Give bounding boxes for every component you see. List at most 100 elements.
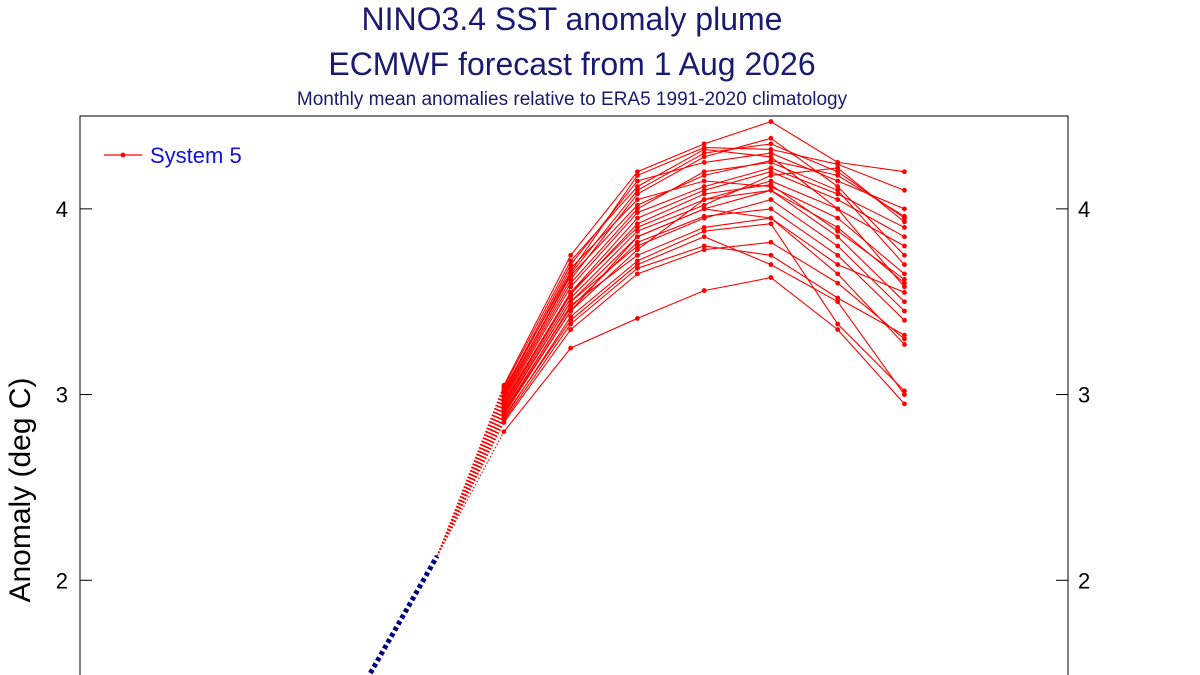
y-tick-label-right: 4 xyxy=(1078,197,1090,222)
connector xyxy=(436,403,505,557)
connector xyxy=(436,414,505,557)
member-point xyxy=(902,169,907,175)
member-point xyxy=(635,262,640,267)
member-point xyxy=(568,252,574,258)
member-point xyxy=(835,299,841,305)
member-point xyxy=(635,184,640,189)
member-point xyxy=(701,191,707,197)
member-point xyxy=(902,342,907,347)
member-point xyxy=(902,262,907,267)
member-point xyxy=(701,184,707,189)
member-point xyxy=(902,290,907,295)
member-point xyxy=(835,197,841,202)
member-point xyxy=(768,252,774,258)
member-point xyxy=(902,317,907,323)
member-point xyxy=(768,262,774,267)
member-point xyxy=(835,321,841,327)
member-point xyxy=(768,141,774,147)
member-point xyxy=(768,119,774,124)
member-point xyxy=(635,252,640,258)
member-point xyxy=(635,239,640,245)
member-point xyxy=(701,154,707,160)
member-point xyxy=(835,280,841,286)
member-point xyxy=(902,392,907,397)
member-point xyxy=(701,141,707,147)
connector xyxy=(436,431,505,557)
member-point xyxy=(768,221,774,227)
member-point xyxy=(568,321,574,327)
member-point xyxy=(568,299,574,305)
member-point xyxy=(835,165,841,171)
member-point xyxy=(902,206,907,212)
member-point xyxy=(701,150,707,156)
connector xyxy=(436,405,505,557)
member-point xyxy=(635,234,640,240)
y-tick-label: 4 xyxy=(56,197,68,222)
member-point xyxy=(768,275,774,280)
member-point xyxy=(835,169,841,175)
member-point xyxy=(635,215,640,221)
member-point xyxy=(902,271,907,277)
member-point xyxy=(768,178,774,184)
connector xyxy=(436,418,505,557)
member-point xyxy=(635,265,640,271)
member-point xyxy=(568,291,574,297)
member-point xyxy=(902,213,907,219)
member-point xyxy=(902,280,907,286)
member-line xyxy=(503,245,905,421)
member-point xyxy=(501,401,507,407)
chart-subtitle: ECMWF forecast from 1 Aug 2026 xyxy=(328,46,815,82)
member-point xyxy=(768,173,774,178)
member-point xyxy=(635,191,640,197)
member-point xyxy=(701,202,707,208)
member-point xyxy=(902,234,907,240)
connector xyxy=(436,411,505,557)
member-point xyxy=(568,284,574,290)
member-point xyxy=(635,228,640,234)
member-point xyxy=(835,191,841,197)
member-point xyxy=(701,234,707,240)
member-point xyxy=(635,173,640,178)
member-point xyxy=(701,160,707,165)
connector xyxy=(436,420,505,557)
connector xyxy=(436,412,505,557)
member-point xyxy=(902,277,907,282)
member-point xyxy=(768,187,774,193)
member-point xyxy=(835,228,841,234)
member-point xyxy=(902,187,907,193)
member-point xyxy=(701,288,707,293)
member-point xyxy=(501,418,507,423)
member-point xyxy=(701,173,707,178)
legend-point xyxy=(120,152,126,158)
y-tick-label: 2 xyxy=(56,568,68,593)
member-point xyxy=(835,225,841,230)
plot-area xyxy=(368,119,907,675)
member-point xyxy=(635,169,640,175)
legend-label: System 5 xyxy=(150,143,242,168)
y-tick-label: 3 xyxy=(56,383,68,408)
member-point xyxy=(501,408,507,414)
chart-title: NINO3.4 SST anomaly plume xyxy=(362,1,783,37)
member-point xyxy=(835,234,841,240)
connector xyxy=(436,394,505,557)
member-point xyxy=(568,327,574,332)
member-point xyxy=(701,225,707,230)
member-line xyxy=(503,277,905,433)
member-point xyxy=(835,271,841,277)
member-point xyxy=(635,197,640,202)
member-point xyxy=(768,154,774,160)
member-point xyxy=(835,262,841,267)
member-point xyxy=(768,165,774,171)
member-point xyxy=(835,173,841,178)
member-point xyxy=(635,221,640,227)
member-point xyxy=(768,150,774,156)
member-point xyxy=(902,401,907,407)
member-point xyxy=(902,388,907,394)
member-point xyxy=(701,206,707,212)
member-point xyxy=(635,206,640,212)
member-point xyxy=(568,345,574,351)
member-point xyxy=(635,258,640,264)
member-point xyxy=(835,295,841,301)
